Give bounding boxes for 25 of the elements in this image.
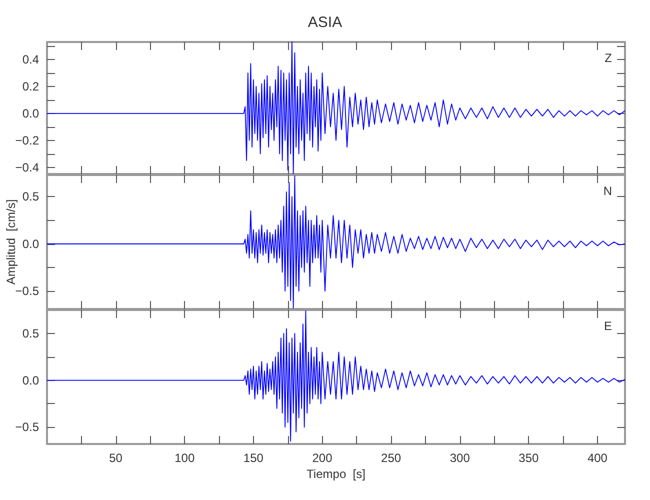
y-tick-label: −0.2: [15, 133, 40, 148]
y-tick-label: 0.2: [22, 79, 40, 94]
annotation: E: [604, 319, 612, 333]
y-tick-label: 0.0: [22, 236, 40, 251]
x-tick-label: 250: [381, 451, 402, 465]
y-tick-label: 0.4: [22, 52, 40, 67]
x-tick-label: 350: [518, 451, 539, 465]
x-tick-label: 150: [243, 451, 264, 465]
y-tick-label: −0.4: [15, 160, 40, 174]
y-tick-label: 0.5: [22, 190, 40, 204]
chart-title: ASIA: [308, 14, 342, 31]
y-tick-label: 0.5: [22, 326, 40, 340]
x-tick-label: 50: [109, 451, 123, 465]
y-tick-label: 0.0: [22, 106, 40, 120]
x-tick-label: 200: [312, 451, 333, 465]
x-tick-label: 400: [587, 451, 608, 465]
x-tick-label: 300: [450, 451, 470, 465]
y-axis-title: Amplitud [cm/s]: [4, 199, 18, 285]
y-tick-label: −0.5: [15, 284, 40, 298]
y-tick-label: −0.5: [15, 420, 40, 434]
x-tick-label: 100: [174, 451, 195, 465]
y-tick-label: 0.0: [22, 373, 40, 388]
annotation: Z: [604, 51, 612, 65]
annotation: N: [603, 184, 612, 198]
x-axis-title: Tiempo [s]: [306, 467, 366, 481]
